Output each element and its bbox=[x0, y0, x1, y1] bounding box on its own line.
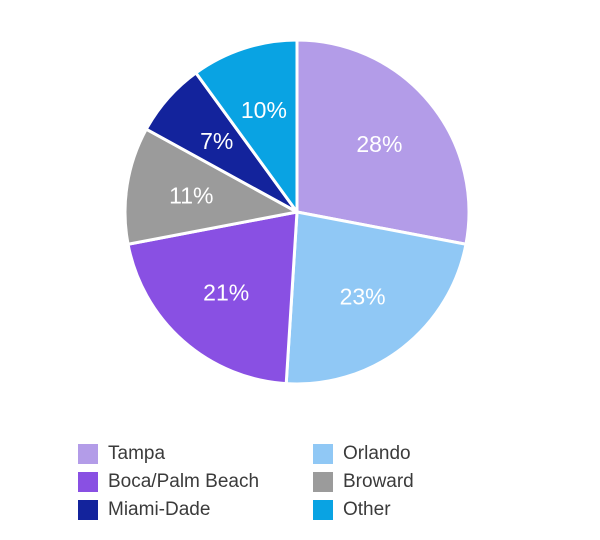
chart-legend: Tampa Boca/Palm Beach Miami-Dade Orlando Bro… bbox=[0, 444, 600, 520]
legend-swatch-broward bbox=[313, 472, 333, 492]
legend-item-miami-dade: Miami-Dade bbox=[78, 500, 313, 520]
slice-label-tampa: 28% bbox=[356, 131, 402, 157]
pie-slice-boca-palm-beach bbox=[126, 210, 299, 386]
legend-column-1: Tampa Boca/Palm Beach Miami-Dade bbox=[78, 444, 313, 520]
pie-slice-tampa bbox=[295, 38, 471, 246]
legend-label-tampa: Tampa bbox=[108, 443, 166, 464]
legend-swatch-boca-palm-beach bbox=[78, 472, 98, 492]
pie-slice-other bbox=[194, 38, 299, 214]
legend-item-boca-palm-beach: Boca/Palm Beach bbox=[78, 472, 313, 492]
slice-label-broward: 11% bbox=[169, 182, 213, 208]
slice-label-boca-palm-beach: 21% bbox=[203, 279, 249, 305]
slice-label-miami-dade: 7% bbox=[200, 128, 233, 154]
legend-item-broward: Broward bbox=[313, 472, 414, 492]
legend-label-other: Other bbox=[343, 499, 391, 520]
legend-label-orlando: Orlando bbox=[343, 443, 411, 464]
legend-label-boca-palm-beach: Boca/Palm Beach bbox=[108, 471, 260, 492]
legend-swatch-tampa bbox=[78, 444, 98, 464]
legend-swatch-orlando bbox=[313, 444, 333, 464]
pie-chart: 28% 23% 21% 11% 7% 10% bbox=[123, 38, 471, 386]
legend-label-miami-dade: Miami-Dade bbox=[108, 499, 211, 520]
legend-item-orlando: Orlando bbox=[313, 444, 414, 464]
slice-label-orlando: 23% bbox=[340, 284, 386, 310]
legend-label-broward: Broward bbox=[343, 471, 414, 492]
legend-item-other: Other bbox=[313, 500, 414, 520]
pie-slice-orlando bbox=[284, 210, 468, 386]
pie-slice-broward bbox=[123, 127, 299, 246]
legend-swatch-miami-dade bbox=[78, 500, 98, 520]
slice-label-other: 10% bbox=[241, 97, 287, 123]
legend-item-tampa: Tampa bbox=[78, 444, 313, 464]
legend-column-2: Orlando Broward Other bbox=[313, 444, 414, 520]
legend-swatch-other bbox=[313, 500, 333, 520]
